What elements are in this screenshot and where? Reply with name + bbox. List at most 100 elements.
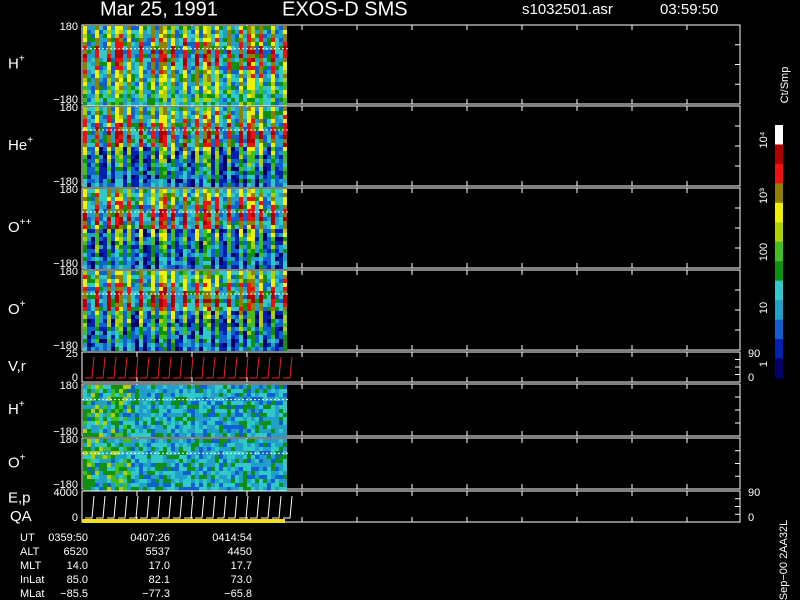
cell [247, 209, 251, 213]
spectrogram [83, 439, 287, 491]
cell [155, 135, 159, 139]
cell [231, 155, 235, 159]
cell [215, 82, 219, 86]
cell [143, 331, 147, 335]
cell [239, 291, 243, 295]
cell [147, 409, 151, 413]
cell [191, 335, 195, 339]
cell [279, 163, 283, 167]
cell [151, 147, 155, 151]
cell [211, 131, 215, 135]
cell [243, 155, 247, 159]
cell [227, 343, 231, 347]
cell [219, 205, 223, 209]
cell [243, 347, 247, 351]
cell [203, 183, 207, 187]
cell [115, 429, 119, 433]
cell [207, 409, 211, 413]
cell [163, 38, 167, 42]
cell [223, 413, 227, 417]
cell [271, 167, 275, 171]
cell [243, 50, 247, 54]
cell [283, 213, 287, 217]
cell [115, 287, 119, 291]
cell [247, 319, 251, 323]
cell [187, 347, 191, 351]
cell [119, 119, 123, 123]
cell [243, 42, 247, 46]
cell [175, 50, 179, 54]
cell [251, 155, 255, 159]
cell [219, 401, 223, 405]
cell [95, 335, 99, 339]
cell [175, 205, 179, 209]
cell [211, 343, 215, 347]
cell [123, 155, 127, 159]
cell [111, 327, 115, 331]
cell [279, 401, 283, 405]
cell [115, 102, 119, 106]
cell [147, 78, 151, 82]
cell [271, 189, 275, 193]
cell [231, 102, 235, 106]
cell [167, 197, 171, 201]
cell [247, 26, 251, 30]
cell [91, 257, 95, 261]
cell [275, 249, 279, 253]
cell [231, 107, 235, 111]
cell [107, 197, 111, 201]
cell [91, 26, 95, 30]
cell [227, 323, 231, 327]
cell [199, 413, 203, 417]
cell [163, 303, 167, 307]
cell [191, 401, 195, 405]
cell [259, 70, 263, 74]
cell [167, 66, 171, 70]
cell [135, 171, 139, 175]
cell [211, 335, 215, 339]
cell [231, 249, 235, 253]
cell [179, 307, 183, 311]
cell [263, 34, 267, 38]
cell [223, 327, 227, 331]
cell [163, 205, 167, 209]
cell [115, 405, 119, 409]
cell [155, 401, 159, 405]
cell [219, 385, 223, 389]
cell [231, 151, 235, 155]
cell [131, 283, 135, 287]
cell [195, 147, 199, 151]
cell [83, 253, 87, 257]
cell [267, 189, 271, 193]
cell [255, 78, 259, 82]
cell [259, 417, 263, 421]
cell [247, 107, 251, 111]
cell [243, 197, 247, 201]
cell [171, 245, 175, 249]
cell [119, 42, 123, 46]
cell [175, 175, 179, 179]
cell [203, 78, 207, 82]
cell [135, 123, 139, 127]
cell [239, 241, 243, 245]
cell [183, 245, 187, 249]
cell [163, 90, 167, 94]
cell [175, 151, 179, 155]
cell [171, 86, 175, 90]
cell [195, 193, 199, 197]
cell [207, 335, 211, 339]
cell [171, 50, 175, 54]
cell [211, 183, 215, 187]
cell [83, 405, 87, 409]
cell [151, 70, 155, 74]
cell [163, 94, 167, 98]
cell [119, 405, 123, 409]
cell [235, 287, 239, 291]
cell [255, 139, 259, 143]
cell [139, 131, 143, 135]
cell [263, 155, 267, 159]
cell [187, 339, 191, 343]
cell [83, 249, 87, 253]
cell [223, 34, 227, 38]
cell [119, 159, 123, 163]
